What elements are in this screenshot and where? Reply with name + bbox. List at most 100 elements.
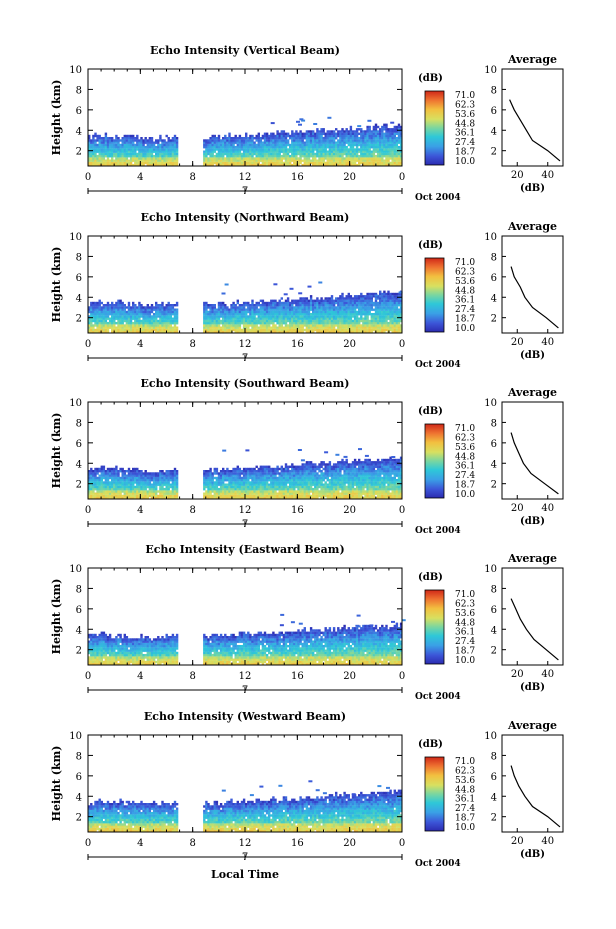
colorbar-tick-label: 44.8 [455, 785, 475, 795]
colorbar-unit: (dB) [418, 572, 443, 583]
date-month-label: Oct 2004 [415, 692, 461, 702]
x-tick-label: 0 [399, 339, 405, 350]
panel-2: Echo Intensity (Northward Beam)0 4 8 12 16 20… [50, 211, 564, 370]
x-tick-label: 0 [399, 838, 405, 849]
date-day-label: 7 [242, 852, 248, 863]
colorbar-tick-label: 53.6 [455, 277, 475, 287]
colorbar-tick-label: 53.6 [455, 609, 475, 619]
date-day-label: 7 [242, 519, 248, 530]
average-y-tick-label: 6 [491, 605, 497, 616]
average-y-tick-label: 4 [491, 459, 497, 470]
panel-1: Echo Intensity (Vertical Beam) 0 4 8 12 16 20 0… [50, 44, 564, 203]
date-day-label: 7 [242, 186, 248, 197]
x-tick-label: 4 [137, 172, 143, 183]
average-x-label: (dB) [520, 849, 545, 860]
colorbar-tick-label: 62.3 [455, 599, 475, 609]
colorbar [424, 90, 445, 166]
y-tick-label: 6 [76, 273, 82, 284]
average-profile-line [510, 266, 559, 329]
y-tick-label: 4 [76, 459, 82, 470]
x-tick-label: 8 [189, 671, 195, 682]
average-frame [501, 567, 564, 666]
average-x-tick-label: 40 [541, 836, 554, 847]
x-tick-label: 16 [291, 172, 304, 183]
colorbar-tick-label: 44.8 [455, 452, 475, 462]
average-profile-line [510, 765, 561, 828]
colorbar-tick-label: 62.3 [455, 100, 475, 110]
x-tick-label: 20 [343, 838, 356, 849]
average-y-tick-label: 8 [491, 751, 497, 762]
average-y-tick-label: 10 [484, 232, 497, 243]
panel-title: Echo Intensity (Vertical Beam) [150, 44, 340, 57]
y-tick-label: 10 [69, 65, 82, 76]
date-day-label: 7 [242, 685, 248, 696]
average-frame [501, 401, 564, 500]
average-y-tick-label: 6 [491, 439, 497, 450]
colorbar-tick-label: 44.8 [455, 119, 475, 129]
y-tick-label: 4 [76, 293, 82, 304]
x-tick-label: 20 [343, 172, 356, 183]
panel-title: Echo Intensity (Southward Beam) [141, 377, 350, 390]
y-tick-label: 10 [69, 398, 82, 409]
average-y-tick-label: 6 [491, 106, 497, 117]
average-x-label: (dB) [520, 183, 545, 194]
average-y-tick-label: 4 [491, 293, 497, 304]
colorbar [424, 423, 445, 499]
average-title: Average [507, 552, 557, 565]
colorbar-tick-label: 27.4 [455, 637, 475, 647]
y-tick-label: 2 [76, 813, 82, 824]
x-tick-label: 16 [291, 339, 304, 350]
average-y-tick-label: 2 [491, 480, 497, 491]
y-tick-label: 2 [76, 147, 82, 158]
x-tick-label: 8 [189, 838, 195, 849]
x-tick-label: 12 [239, 172, 252, 183]
average-x-tick-label: 20 [511, 503, 524, 514]
average-title: Average [507, 719, 557, 732]
x-tick-label: 20 [343, 505, 356, 516]
average-y-tick-label: 10 [484, 564, 497, 575]
panel-4: Echo Intensity (Eastward Beam) 0 4 8 12 16 20 0… [50, 543, 564, 702]
date-month-label: Oct 2004 [415, 859, 461, 869]
colorbar-unit: (dB) [418, 739, 443, 750]
colorbar-tick-label: 18.7 [455, 481, 475, 491]
colorbar-tick-label: 27.4 [455, 305, 475, 315]
date-month-label: Oct 2004 [415, 193, 461, 203]
average-x-tick-label: 20 [511, 170, 524, 181]
y-tick-label: 10 [69, 564, 82, 575]
y-axis-label: Height (km) [50, 579, 63, 655]
x-tick-label: 12 [239, 339, 252, 350]
average-profile-line [510, 598, 559, 661]
y-axis-label: Height (km) [50, 413, 63, 489]
average-x-tick-label: 40 [541, 503, 554, 514]
average-y-tick-label: 4 [491, 792, 497, 803]
colorbar-tick-label: 18.7 [455, 148, 475, 158]
average-y-tick-label: 2 [491, 314, 497, 325]
panel-title: Echo Intensity (Northward Beam) [141, 211, 350, 224]
colorbar-tick-label: 44.8 [455, 286, 475, 296]
colorbar-tick-label: 62.3 [455, 433, 475, 443]
colorbar-tick-label: 10.0 [455, 324, 475, 334]
heatmap [88, 116, 403, 167]
x-tick-label: 4 [137, 505, 143, 516]
x-tick-label: 0 [85, 339, 91, 350]
x-tick-label: 16 [291, 838, 304, 849]
colorbar-tick-label: 71.0 [455, 757, 475, 767]
y-axis-label: Height (km) [50, 247, 63, 323]
colorbar-tick-label: 18.7 [455, 647, 475, 657]
average-y-tick-label: 10 [484, 398, 497, 409]
y-tick-label: 10 [69, 232, 82, 243]
average-y-tick-label: 8 [491, 584, 497, 595]
average-x-tick-label: 20 [511, 669, 524, 680]
colorbar [424, 756, 445, 832]
colorbar-tick-label: 27.4 [455, 471, 475, 481]
x-tick-label: 0 [85, 505, 91, 516]
x-tick-label: 12 [239, 838, 252, 849]
average-x-label: (dB) [520, 682, 545, 693]
colorbar-tick-label: 10.0 [455, 656, 475, 666]
x-tick-label: 4 [137, 671, 143, 682]
x-axis-label: Local Time [211, 868, 279, 881]
heatmap [88, 281, 403, 334]
x-tick-label: 0 [399, 505, 405, 516]
average-x-label: (dB) [520, 350, 545, 361]
